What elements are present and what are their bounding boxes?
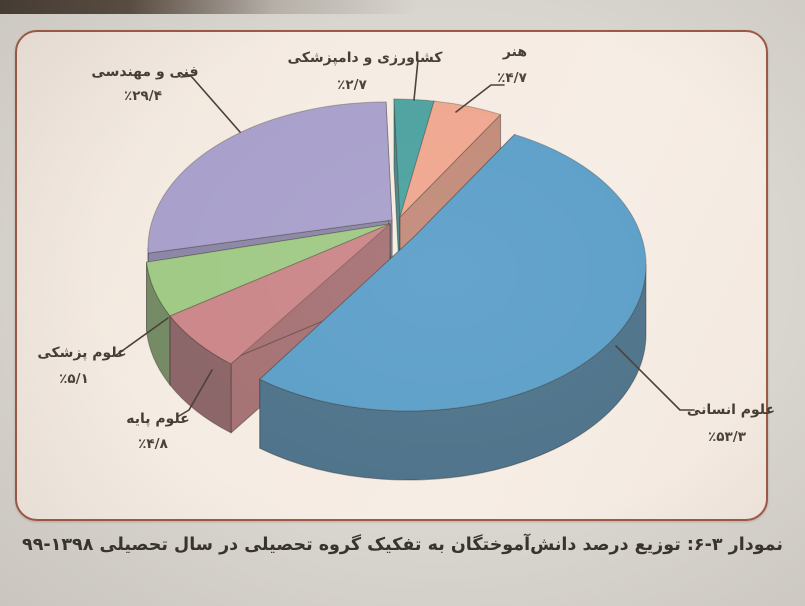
figure-caption: نمودار ۳-۶: توزیع درصد دانش‌آموختگان به … [22,535,783,555]
leader-line-agriculture [413,59,419,101]
slice-percent-engineering: ٪۲۹/۴ [124,88,162,104]
slice-percent-humanities: ٪۵۳/۳ [708,429,747,445]
photo-edge-shadow [0,0,805,14]
slice-percent-agriculture: ٪۲/۷ [337,77,367,93]
leader-line-basic-sciences [178,369,213,417]
pie-slice-medical-sciences [146,223,391,317]
slice-label-art: هنر [502,44,527,60]
leader-line-art [455,84,505,113]
slice-label-basic-sciences: علوم پایه [126,411,189,427]
pie-slice-basic-sciences [169,223,391,365]
slice-percent-art: ٪۴/۷ [497,70,527,86]
leader-line-medical-sciences [114,317,169,357]
slice-percent-basic-sciences: ٪۴/۸ [138,436,168,452]
slice-percent-medical-sciences: ٪۵/۱ [59,371,89,387]
leader-line-engineering [180,75,241,133]
pie-slice-art [399,100,502,218]
slice-label-medical-sciences: علوم پزشکی [37,345,126,361]
pie-slice-engineering [147,101,393,254]
pie-slice-humanities [259,133,647,412]
slice-label-agriculture: کشاورزی و دامپزشکی [288,50,444,66]
leader-line-humanities [615,345,695,411]
slice-label-humanities: علوم انسانی [687,402,775,418]
slice-label-engineering: فنی و مهندسی [91,64,198,80]
pie-chart: فنی و مهندسی ٪۲۹/۴ علوم پزشکی ٪۵/۱ علوم پایه… [37,44,775,481]
